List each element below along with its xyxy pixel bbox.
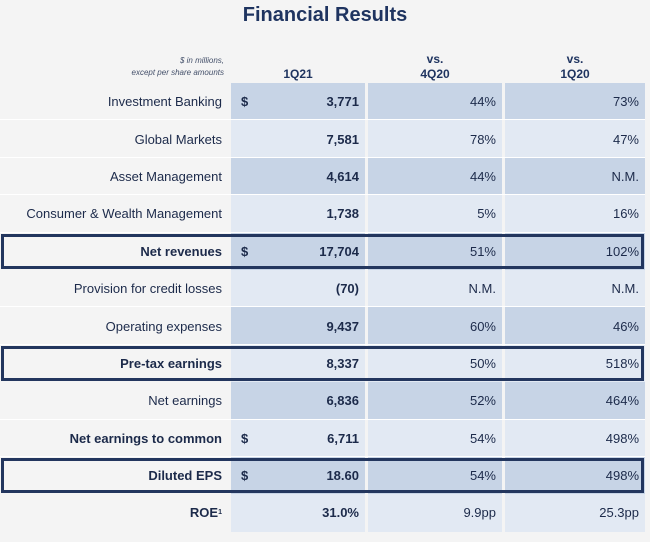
row-label: Operating expenses <box>105 318 222 334</box>
value-1q21: 31.0% <box>322 505 359 521</box>
value-vs-4q20: 78% <box>469 131 496 147</box>
value-1q21: 18.60 <box>326 468 359 484</box>
value-vs-4q20: 5% <box>477 206 496 222</box>
dollar-sign: $ <box>241 243 249 259</box>
page-title: Financial Results <box>242 4 408 26</box>
table-row-investment-banking: Investment Banking $ 3,771 44% 73% <box>0 83 650 121</box>
roe-label: ROE <box>189 505 219 521</box>
value-1q21: 3,771 <box>326 94 359 110</box>
column-header-vs4q20-line2: 4Q20 <box>420 67 450 81</box>
units-note-line2: except per share amounts <box>131 68 225 77</box>
value-vs-1q20: 46% <box>612 318 639 334</box>
value-vs-1q20: 25.3pp <box>599 505 639 521</box>
column-header-vs1q20-line1: vs. <box>566 52 584 66</box>
table-row-pre-tax-earnings: Pre-tax earnings 8,337 50% 518% <box>0 344 650 383</box>
dollar-sign: $ <box>241 430 249 446</box>
row-label: Investment Banking <box>107 94 222 110</box>
row-label: Global Markets <box>134 131 222 147</box>
table-row-net-revenues: Net revenues $ 17,704 51% 102% <box>0 232 650 270</box>
value-1q21: 17,704 <box>319 243 359 259</box>
value-vs-1q20: 498% <box>605 430 639 446</box>
table-row-net-earnings-to-common: Net earnings to common $ 6,711 54% 498% <box>0 419 650 457</box>
table-row-roe: ROE 1 31.0% 9.9pp 25.3pp <box>0 494 650 532</box>
value-vs-1q20: 16% <box>612 206 639 222</box>
row-label: Pre-tax earnings <box>120 355 222 371</box>
value-vs-1q20: 73% <box>612 94 639 110</box>
row-label: Consumer & Wealth Management <box>26 206 222 222</box>
row-label: Diluted EPS <box>148 468 222 484</box>
value-vs-4q20: 60% <box>469 318 496 334</box>
dollar-sign: $ <box>241 94 249 110</box>
value-vs-1q20: 102% <box>605 243 639 259</box>
value-vs-4q20: 51% <box>469 243 496 259</box>
value-vs-4q20: 54% <box>469 468 496 484</box>
value-1q21: 6,836 <box>326 393 359 409</box>
value-vs-1q20: 498% <box>605 468 639 484</box>
table-row-asset-management: Asset Management 4,614 44% N.M. <box>0 157 650 196</box>
footnote-marker: 1 <box>218 509 222 517</box>
value-1q21: 7,581 <box>326 131 359 147</box>
table-row-diluted-eps: Diluted EPS $ 18.60 54% 498% <box>0 456 650 495</box>
financial-results-table: Investment Banking $ 3,771 44% 73% Globa… <box>0 83 650 532</box>
row-label: Asset Management <box>109 168 222 184</box>
value-vs-4q20: 52% <box>469 393 496 409</box>
value-1q21: 4,614 <box>326 168 359 184</box>
value-1q21: 8,337 <box>326 355 359 371</box>
value-vs-4q20: 50% <box>469 355 496 371</box>
row-label: Provision for credit losses <box>73 281 222 297</box>
value-vs-4q20: 44% <box>469 94 496 110</box>
table-row-provision-credit-losses: Provision for credit losses (70) N.M. N.… <box>0 269 650 308</box>
table-row-operating-expenses: Operating expenses 9,437 60% 46% <box>0 307 650 345</box>
row-label: Net revenues <box>140 243 222 259</box>
value-vs-1q20: 464% <box>605 393 639 409</box>
column-header-vs4q20-line1: vs. <box>426 52 444 66</box>
value-vs-4q20: 54% <box>469 430 496 446</box>
value-vs-1q20: N.M. <box>611 168 639 184</box>
table-row-consumer-wealth-management: Consumer & Wealth Management 1,738 5% 16… <box>0 195 650 233</box>
row-label: ROE 1 <box>0 494 228 531</box>
table-row-global-markets: Global Markets 7,581 78% 47% <box>0 120 650 158</box>
value-1q21: 1,738 <box>326 206 359 222</box>
value-1q21: 6,711 <box>327 430 359 446</box>
value-1q21: (70) <box>335 281 359 297</box>
dollar-sign: $ <box>241 468 249 484</box>
row-label: Net earnings to common <box>69 430 222 446</box>
row-label: Net earnings <box>148 393 222 409</box>
value-vs-1q20: 47% <box>612 131 639 147</box>
value-vs-1q20: N.M. <box>611 281 639 297</box>
table-row-net-earnings: Net earnings 6,836 52% 464% <box>0 382 650 420</box>
value-vs-4q20: 9.9pp <box>463 505 496 521</box>
value-1q21: 9,437 <box>326 318 359 334</box>
column-header-vs1q20-line2: 1Q20 <box>560 67 590 81</box>
column-header-1q21: 1Q21 <box>283 67 313 81</box>
value-vs-4q20: N.M. <box>468 281 496 297</box>
units-note-line1: $ in millions, <box>179 56 224 65</box>
value-vs-1q20: 518% <box>605 355 639 371</box>
value-vs-4q20: 44% <box>469 168 496 184</box>
